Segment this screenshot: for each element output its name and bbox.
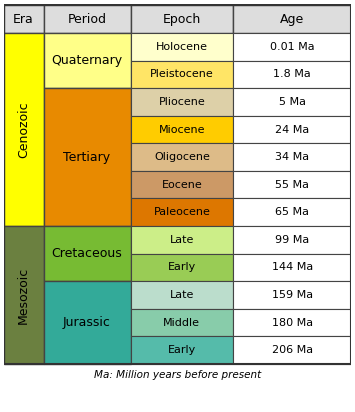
Text: 99 Ma: 99 Ma: [275, 235, 310, 245]
Bar: [233, 61, 351, 88]
Bar: [233, 336, 351, 364]
Bar: [131, 281, 233, 309]
Bar: [131, 61, 233, 88]
Text: Period: Period: [67, 13, 106, 26]
Text: 159 Ma: 159 Ma: [272, 290, 313, 300]
Text: Oligocene: Oligocene: [154, 152, 210, 162]
Bar: [44, 281, 131, 364]
Text: 180 Ma: 180 Ma: [272, 318, 313, 328]
Bar: [44, 33, 131, 88]
Text: Miocene: Miocene: [159, 124, 205, 135]
Bar: [131, 309, 233, 336]
Bar: [233, 226, 351, 254]
Text: Mesozoic: Mesozoic: [17, 266, 30, 323]
Text: Jurassic: Jurassic: [63, 316, 111, 329]
Text: 5 Ma: 5 Ma: [279, 97, 306, 107]
Text: 65 Ma: 65 Ma: [275, 207, 309, 217]
Text: Cenozoic: Cenozoic: [17, 101, 30, 158]
Text: 24 Ma: 24 Ma: [275, 124, 310, 135]
Bar: [131, 143, 233, 171]
Text: Paleocene: Paleocene: [153, 207, 210, 217]
Bar: [233, 88, 351, 116]
Text: Early: Early: [168, 262, 196, 272]
Bar: [44, 5, 131, 33]
Bar: [233, 309, 351, 336]
Bar: [131, 226, 233, 254]
Text: Pleistocene: Pleistocene: [150, 69, 214, 80]
Text: 55 Ma: 55 Ma: [275, 180, 309, 190]
Text: 34 Ma: 34 Ma: [275, 152, 309, 162]
Text: Middle: Middle: [163, 318, 200, 328]
Bar: [233, 143, 351, 171]
Bar: [4, 5, 44, 33]
Bar: [4, 33, 44, 226]
Bar: [131, 171, 233, 199]
Bar: [233, 5, 351, 33]
Text: 206 Ma: 206 Ma: [272, 345, 313, 355]
Text: Eocene: Eocene: [162, 180, 202, 190]
Text: Pliocene: Pliocene: [158, 97, 205, 107]
Bar: [131, 336, 233, 364]
Bar: [233, 116, 351, 143]
Bar: [233, 281, 351, 309]
Text: Quaternary: Quaternary: [51, 54, 122, 67]
Bar: [131, 116, 233, 143]
Text: Ma: Million years before present: Ma: Million years before present: [94, 370, 261, 380]
Bar: [131, 199, 233, 226]
Text: Epoch: Epoch: [163, 13, 201, 26]
Text: Holocene: Holocene: [156, 42, 208, 52]
Text: Early: Early: [168, 345, 196, 355]
Text: 144 Ma: 144 Ma: [272, 262, 313, 272]
Text: Age: Age: [280, 13, 305, 26]
Bar: [131, 254, 233, 281]
Bar: [4, 226, 44, 364]
Bar: [233, 199, 351, 226]
Text: 0.01 Ma: 0.01 Ma: [270, 42, 315, 52]
Bar: [233, 254, 351, 281]
Bar: [131, 33, 233, 61]
Bar: [131, 5, 233, 33]
Bar: [233, 33, 351, 61]
Text: Late: Late: [170, 290, 194, 300]
Bar: [233, 171, 351, 199]
Bar: [44, 226, 131, 281]
Bar: [131, 88, 233, 116]
Text: 1.8 Ma: 1.8 Ma: [273, 69, 311, 80]
Text: Era: Era: [13, 13, 34, 26]
Bar: [44, 88, 131, 226]
Text: Late: Late: [170, 235, 194, 245]
Text: Cretaceous: Cretaceous: [52, 247, 122, 260]
Text: Tertiary: Tertiary: [64, 151, 111, 164]
